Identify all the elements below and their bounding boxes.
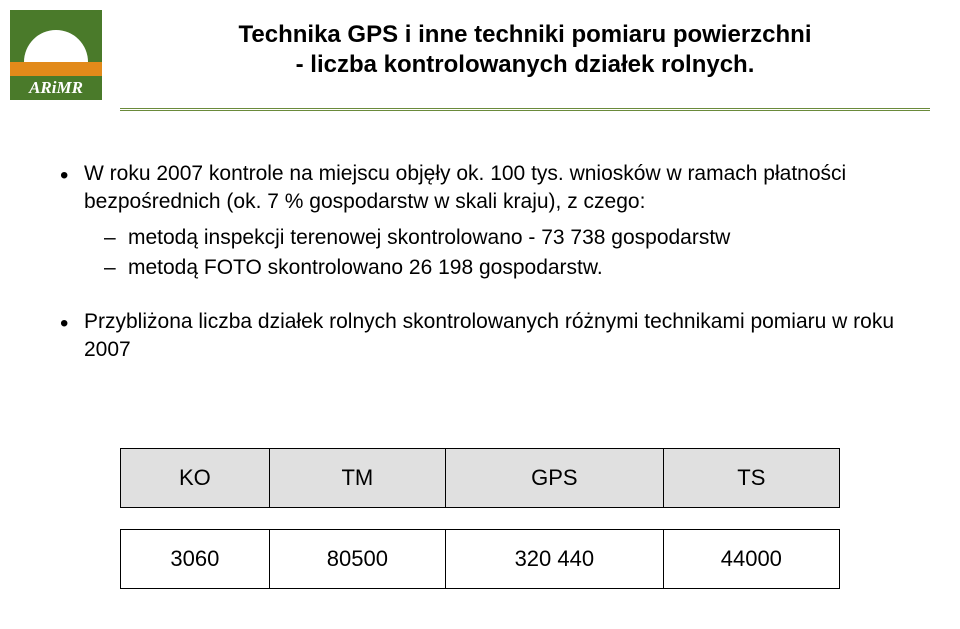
sub-list: metodą inspekcji terenowej skontrolowano…	[84, 223, 910, 284]
data-table: KO TM GPS TS 3060 80500 320 440 44000	[120, 448, 840, 589]
col-header-ts: TS	[663, 449, 839, 508]
cell-ts: 44000	[663, 530, 839, 589]
bullet-item-1: W roku 2007 kontrole na miejscu objęły o…	[60, 160, 910, 284]
title-line-1: Technika GPS i inne techniki pomiaru pow…	[239, 21, 812, 48]
table-spacer-row	[121, 508, 840, 530]
slide-title: Technika GPS i inne techniki pomiaru pow…	[120, 20, 930, 80]
sub-item-1: metodą inspekcji terenowej skontrolowano…	[84, 223, 910, 253]
cell-tm: 80500	[269, 530, 445, 589]
title-line-2: - liczba kontrolowanych działek rolnych.	[296, 51, 755, 78]
header-rule	[120, 108, 930, 111]
col-header-ko: KO	[121, 449, 270, 508]
table-header-row: KO TM GPS TS	[121, 449, 840, 508]
slide-body: W roku 2007 kontrole na miejscu objęły o…	[60, 160, 910, 388]
bullet-list: W roku 2007 kontrole na miejscu objęły o…	[60, 160, 910, 364]
bullet-item-2: Przybliżona liczba działek rolnych skont…	[60, 308, 910, 365]
sub-item-2: metodą FOTO skontrolowano 26 198 gospoda…	[84, 253, 910, 283]
col-header-gps: GPS	[446, 449, 664, 508]
cell-gps: 320 440	[446, 530, 664, 589]
svg-text:ARiMR: ARiMR	[28, 78, 83, 97]
bullet-1-text: W roku 2007 kontrole na miejscu objęły o…	[84, 162, 846, 213]
header-rule-line	[120, 108, 930, 111]
arimr-logo: ARiMR	[10, 10, 102, 100]
data-table-wrap: KO TM GPS TS 3060 80500 320 440 44000	[120, 448, 840, 589]
table-row: 3060 80500 320 440 44000	[121, 530, 840, 589]
cell-ko: 3060	[121, 530, 270, 589]
col-header-tm: TM	[269, 449, 445, 508]
slide-header: Technika GPS i inne techniki pomiaru pow…	[120, 20, 930, 80]
